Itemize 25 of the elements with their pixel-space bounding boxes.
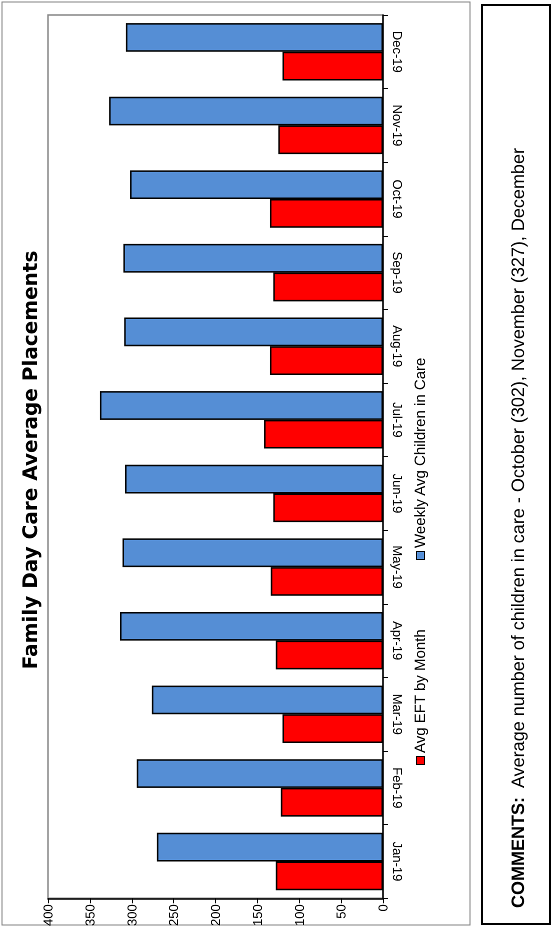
y-tick-label: May-19 — [390, 545, 405, 589]
x-tick-label: 50 — [334, 904, 349, 919]
y-tick-label: Oct-19 — [390, 180, 405, 219]
text: COMMENTS: Average number of children in care - October (302), November (327), December — [508, 148, 528, 908]
y-tick-label: Jan-19 — [390, 842, 405, 882]
text: Avg EFT by Month — [412, 629, 428, 753]
x-tick-label: 0 — [376, 904, 390, 912]
text: Family Day Care Average Placements — [18, 250, 42, 670]
x-tick-label: 300 — [124, 904, 140, 926]
x-tick-label: 100 — [292, 904, 307, 926]
y-tick-label: Feb-19 — [390, 767, 405, 808]
y-tick-label: Sep-19 — [390, 252, 405, 294]
y-tick-label: Mar-19 — [390, 694, 405, 735]
x-tick-label: 200 — [208, 904, 223, 926]
x-tick-label: 250 — [166, 904, 182, 926]
x-tick-label: 150 — [250, 904, 265, 926]
y-tick-label: Jun-19 — [390, 474, 405, 514]
y-tick-label: Nov-19 — [390, 104, 405, 146]
y-tick-label: Dec-19 — [390, 30, 405, 73]
y-tick-label: Jul-19 — [390, 402, 405, 438]
x-tick-label: 400 — [40, 904, 56, 926]
y-tick-label: Aug-19 — [390, 325, 405, 368]
x-tick-label: 350 — [82, 904, 98, 926]
y-tick-label: Apr-19 — [390, 621, 405, 660]
text: Weekly Avg Children in Care — [412, 358, 428, 548]
